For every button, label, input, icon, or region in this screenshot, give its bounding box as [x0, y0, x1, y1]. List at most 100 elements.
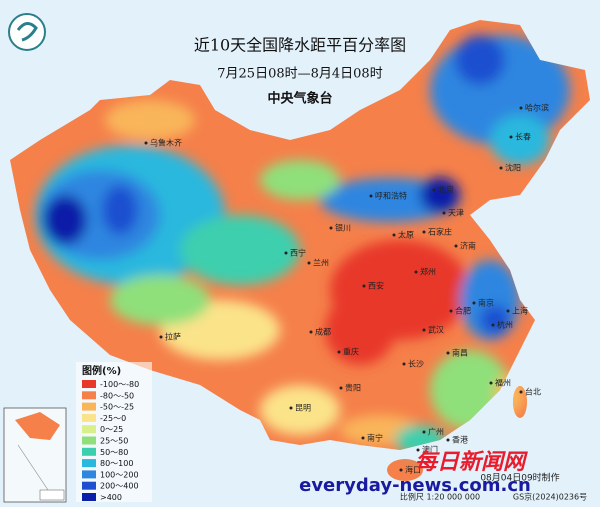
city-label: 重庆: [343, 347, 359, 357]
logo: [8, 13, 46, 51]
city-dot: [309, 330, 313, 334]
city-label: 西安: [368, 281, 384, 291]
city-label: 成都: [315, 327, 331, 337]
city-label: 南昌: [452, 348, 468, 358]
city-label: 福州: [495, 379, 511, 388]
city-label: 南宁: [367, 433, 383, 443]
city-dot: [159, 335, 163, 339]
city-dot: [446, 438, 450, 442]
legend-swatch: [82, 470, 96, 479]
city-dot: [432, 188, 436, 192]
city-dot: [422, 328, 426, 332]
city-label: 澳门: [422, 445, 438, 455]
city-label: 郑州: [420, 267, 436, 277]
legend-label: 80～100: [100, 459, 133, 468]
city-label: 济南: [460, 241, 476, 251]
city-label: 武汉: [428, 325, 444, 335]
approval: GS京(2024)0236号: [513, 492, 587, 502]
legend-label: >400: [100, 493, 122, 502]
city-label: 哈尔滨: [525, 103, 549, 113]
city-label: 台北: [525, 387, 541, 397]
city-label: 拉萨: [165, 332, 181, 342]
city-dot: [339, 386, 343, 390]
city-dot: [454, 244, 458, 248]
city-label: 石家庄: [428, 227, 452, 237]
city-label: 呼和浩特: [375, 191, 407, 201]
city-dot: [416, 448, 420, 452]
city-dot: [472, 301, 476, 305]
city-label: 昆明: [295, 404, 311, 413]
city-dot: [144, 141, 148, 145]
legend-swatch: [82, 425, 96, 434]
city-label: 上海: [512, 306, 528, 316]
legend-swatch: [82, 380, 96, 388]
city-label: 乌鲁木齐: [150, 138, 182, 148]
legend-label: -80～-50: [100, 391, 134, 400]
city-label: 兰州: [313, 258, 329, 268]
city-dot: [442, 211, 446, 215]
legend-swatch: [82, 447, 96, 456]
city-label: 太原: [398, 230, 414, 240]
legend-title: 图例(%): [82, 364, 121, 377]
legend-swatch: [82, 391, 96, 400]
city-dot: [509, 135, 513, 139]
city-dot: [369, 194, 373, 198]
watermark-url: everyday-news.com.cn: [299, 475, 531, 496]
city-dot: [422, 430, 426, 434]
city-dot: [392, 233, 396, 237]
legend-label: 200～400: [100, 482, 139, 491]
city-dot: [362, 284, 366, 288]
city-label: 广州: [428, 427, 444, 437]
legend-swatch: [82, 481, 96, 490]
city-dot: [284, 251, 288, 255]
city-dot: [489, 381, 493, 385]
watermark-name: 每日新闻网: [415, 449, 528, 475]
legend-swatch: [82, 493, 96, 501]
legend-swatch: [82, 402, 96, 411]
legend: 图例(%) -100～-80 -80～-50 -50～-25 -25～0 0～25 25～…: [76, 362, 152, 502]
city-label: 合肥: [455, 306, 471, 316]
city-label: 海口: [405, 465, 421, 475]
title: 近10天全国降水距平百分率图: [194, 36, 406, 55]
agency: 中央气象台: [267, 91, 332, 107]
legend-swatch: [82, 413, 96, 422]
legend-label: 0～25: [100, 425, 123, 434]
made-time: 08月04日09时制作: [480, 472, 559, 484]
city-dot: [491, 323, 495, 327]
city-label: 长沙: [408, 359, 424, 369]
city-label: 北京: [438, 185, 454, 195]
city-label: 银川: [335, 223, 351, 233]
city-label: 长春: [515, 132, 531, 142]
city-label: 天津: [448, 208, 464, 218]
city-dot: [361, 436, 365, 440]
city-dot: [506, 309, 510, 313]
city-label: 贵阳: [345, 383, 361, 393]
legend-label: -25～0: [100, 414, 126, 423]
legend-label: -100～-80: [100, 380, 139, 389]
city-dot: [519, 390, 523, 394]
city-dot: [519, 106, 523, 110]
city-dot: [414, 270, 418, 274]
inset-map: [3, 407, 67, 503]
scale: 比例尺 1:20 000 000: [400, 492, 480, 502]
city-label: 香港: [452, 435, 468, 445]
city-label: 南京: [478, 298, 494, 308]
city-dot: [289, 406, 293, 410]
city-dot: [499, 166, 503, 170]
legend-swatch: [82, 459, 96, 468]
city-dot: [422, 230, 426, 234]
city-dot: [307, 261, 311, 265]
city-dot: [402, 362, 406, 366]
legend-label: -50～-25: [100, 403, 134, 412]
city-label: 杭州: [497, 320, 513, 330]
city-dot: [446, 351, 450, 355]
legend-label: 100～200: [100, 470, 139, 479]
legend-swatch: [82, 436, 96, 445]
city-label: 沈阳: [505, 163, 521, 173]
city-label: 西宁: [290, 248, 306, 258]
city-dot: [329, 226, 333, 230]
city-dot: [399, 468, 403, 472]
city-dot: [337, 350, 341, 354]
